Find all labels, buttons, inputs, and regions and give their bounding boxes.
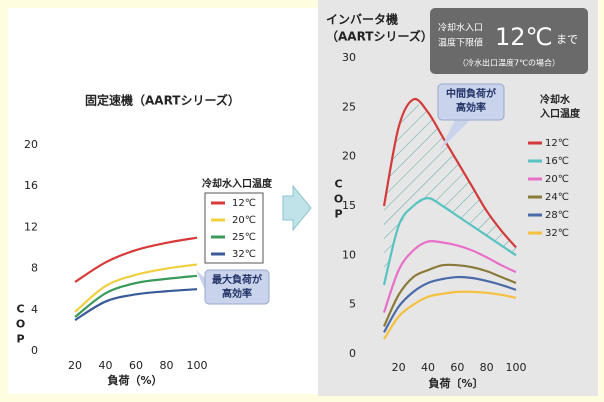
note-value: 12℃	[495, 23, 553, 51]
chart-subtitle: （AARTシリーズ）	[326, 29, 433, 44]
y-tick-label: 15	[342, 199, 356, 212]
legend-label: 20℃	[232, 215, 256, 226]
arrow	[282, 184, 312, 232]
callout-box	[204, 269, 270, 305]
series-line	[74, 263, 198, 313]
legend-label: 12℃	[232, 198, 256, 209]
y-tick-label: 5	[349, 298, 356, 311]
note-box	[430, 8, 588, 74]
x-tick-label: 20	[392, 361, 406, 374]
note-text: まで	[556, 33, 578, 46]
y-tick-label: 25	[342, 100, 356, 113]
series-line	[74, 236, 198, 283]
x-tick-label: 100	[506, 361, 527, 374]
legend-box	[204, 192, 264, 264]
note-text: 冷却水入口	[438, 22, 483, 34]
x-tick-label: 60	[450, 361, 464, 374]
callout-box	[437, 83, 505, 121]
legend-title: 冷却水入口温度	[202, 177, 273, 190]
x-tick-label: 60	[129, 359, 143, 372]
y-tick-label: 0	[349, 347, 356, 360]
legend-label: 24℃	[545, 192, 569, 203]
callout-text: 高効率	[456, 101, 486, 114]
y-tick-label: 4	[31, 303, 38, 316]
legend-label: 32℃	[232, 249, 256, 260]
x-tick-label: 40	[421, 361, 435, 374]
y-tick-label: 8	[31, 262, 38, 275]
x-tick-label: 80	[160, 359, 174, 372]
left-panel	[8, 8, 318, 394]
legend-label: 32℃	[545, 228, 569, 239]
series-line	[382, 97, 517, 249]
callout-text: 中間負荷が	[446, 87, 497, 100]
legend-label: 16℃	[545, 156, 569, 167]
y-tick-label: 16	[24, 179, 38, 192]
y-tick-label: 12	[24, 220, 38, 233]
legend-label: 25℃	[232, 232, 256, 243]
callout-text: 高効率	[222, 287, 252, 300]
series-line	[74, 274, 198, 318]
x-tick-label: 40	[99, 359, 113, 372]
y-tick-label: 20	[342, 150, 356, 163]
note-text: 温度下限値	[438, 37, 483, 49]
y-axis-label: COP	[14, 303, 27, 348]
legend-label: 20℃	[545, 174, 569, 185]
callout-pointer	[440, 120, 470, 150]
series-line	[382, 197, 517, 286]
note-text: （冷水出口温度7℃の場合）	[458, 58, 560, 68]
callout-pointer	[196, 270, 205, 290]
chart-title: 固定速機（AARTシリーズ）	[85, 93, 240, 108]
series-line	[382, 239, 517, 313]
legend-title: 入口温度	[540, 107, 581, 120]
series-line	[74, 288, 198, 322]
x-axis-label: 負荷〔%〕	[428, 376, 483, 390]
legend-label: 12℃	[545, 138, 569, 149]
y-tick-label: 10	[342, 248, 356, 261]
x-tick-label: 20	[68, 359, 82, 372]
x-tick-label: 80	[480, 361, 494, 374]
legend-label: 28℃	[545, 210, 569, 221]
y-tick-label: 0	[31, 344, 38, 357]
y-tick-label: 20	[24, 138, 38, 151]
series-line	[383, 290, 517, 340]
hatch-area	[384, 99, 516, 285]
x-tick-label: 100	[187, 359, 208, 372]
y-axis-label: COP	[332, 178, 345, 223]
x-axis-label: 負荷（%）	[107, 373, 162, 387]
y-tick-label: 30	[342, 51, 356, 64]
callout-text: 最大負荷が	[212, 273, 263, 286]
series-line	[383, 275, 517, 333]
chart-title: インバータ機	[326, 12, 398, 27]
series-line	[383, 263, 517, 327]
legend-title: 冷却水	[540, 93, 571, 106]
